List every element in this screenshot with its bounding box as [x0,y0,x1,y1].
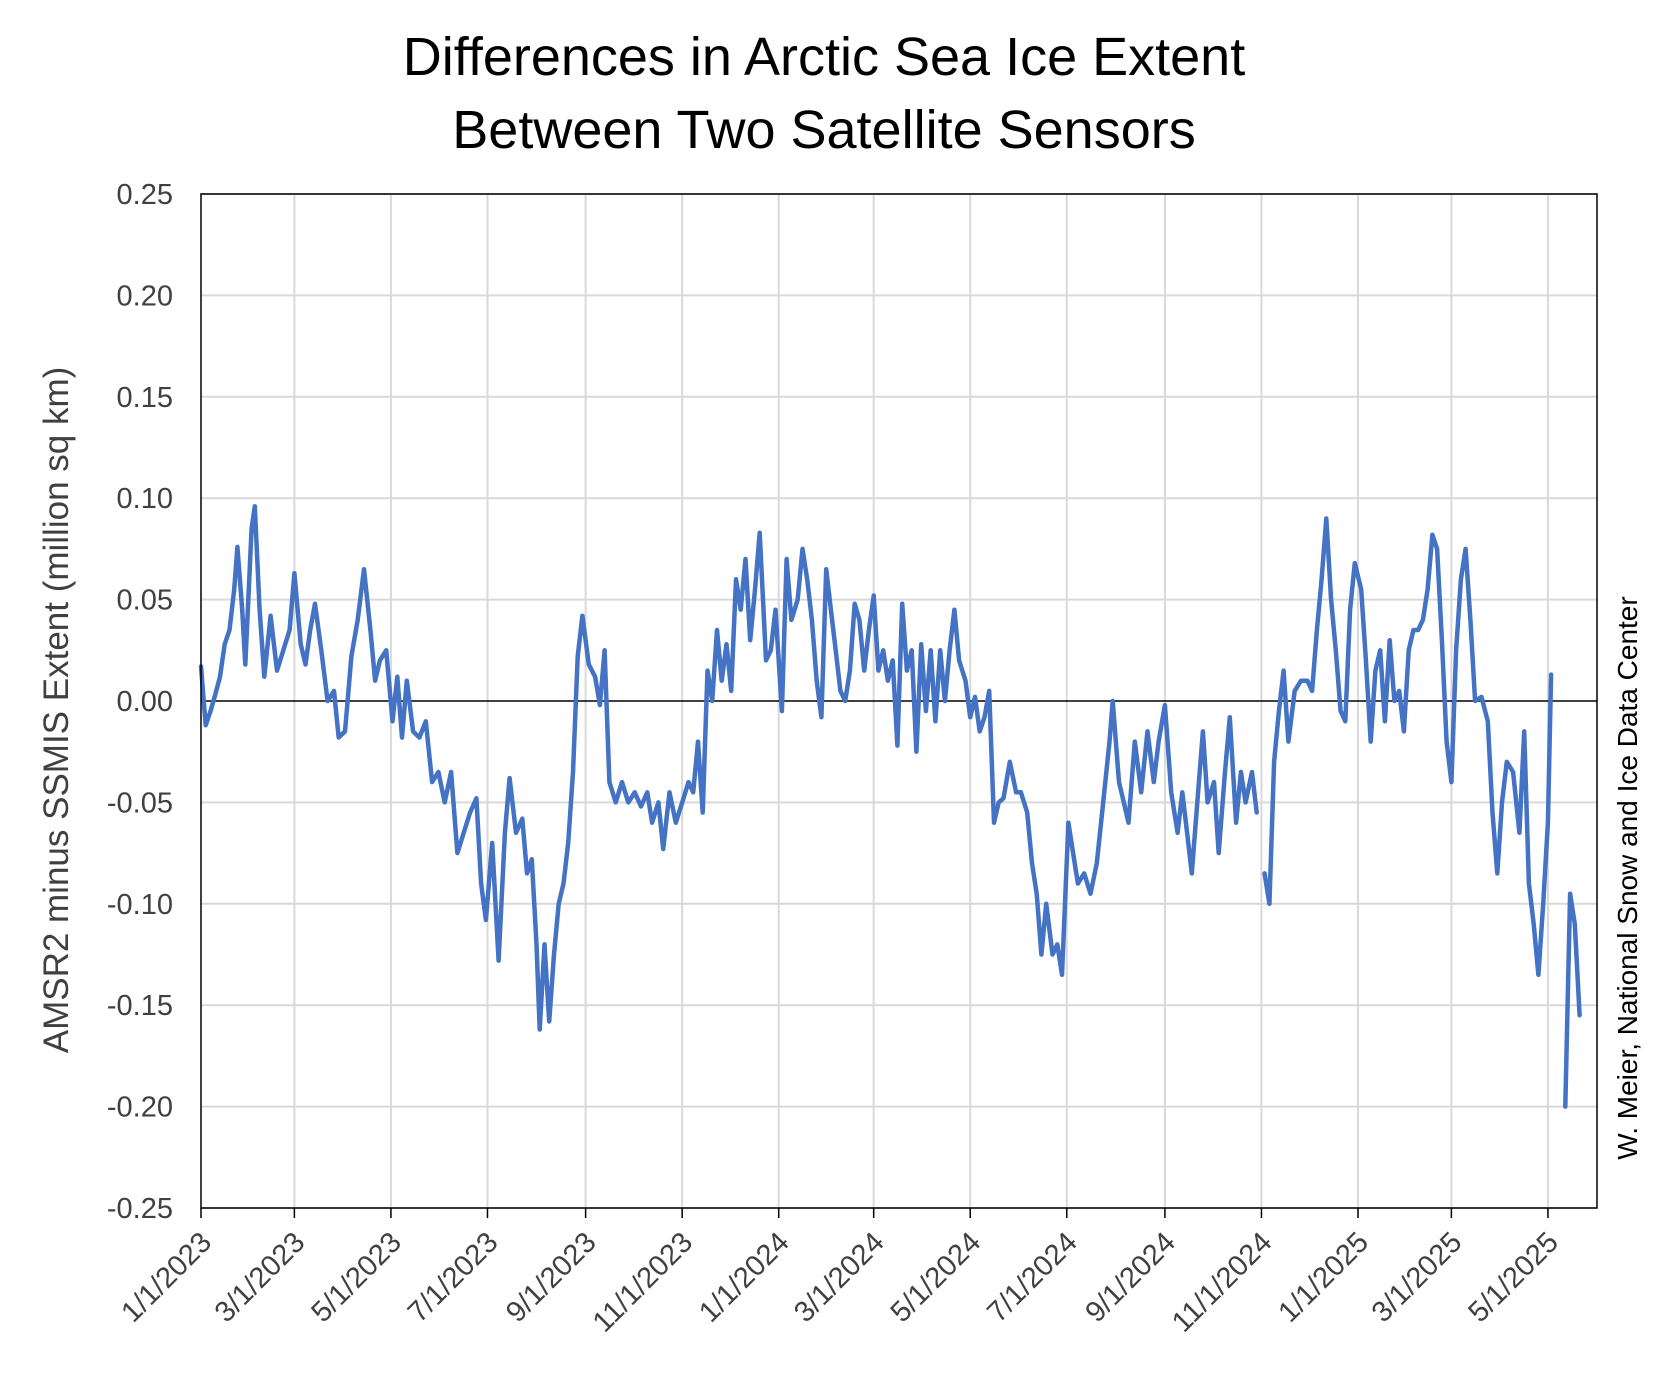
x-tick-label: 3/1/2023 [209,1226,311,1328]
x-tick-label: 7/1/2023 [402,1226,504,1328]
x-axis-ticks: 1/1/20233/1/20235/1/20237/1/20239/1/2023… [115,1208,1565,1339]
y-tick-label: -0.05 [107,787,173,819]
credit-label: W. Meier, National Snow and Ice Data Cen… [1612,596,1643,1159]
x-tick-label: 3/1/2025 [1366,1226,1468,1328]
x-tick-label: 1/1/2025 [1272,1226,1374,1328]
y-tick-label: 0.25 [117,179,173,211]
x-tick-label: 11/1/2024 [1166,1226,1278,1338]
x-tick-label: 9/1/2023 [500,1226,602,1328]
chart-title-line-1: Differences in Arctic Sea Ice Extent [403,27,1245,87]
series-line-segment [1563,891,1582,1109]
x-tick-label: 5/1/2023 [305,1226,407,1328]
y-tick-label: 0.10 [117,483,173,515]
y-tick-label: -0.10 [107,889,173,921]
y-axis-label: AMSR2 minus SSMIS Extent (million sq km) [37,367,76,1054]
y-axis-ticks: 0.25 0.20 0.15 0.10 0.05 0.00 -0.05 -0.10 -0.15 -… [107,179,173,1225]
x-tick-label: 1/1/2024 [693,1226,795,1328]
y-tick-label: 0.00 [117,686,173,718]
y-tick-label: -0.20 [107,1092,173,1124]
x-tick-label: 3/1/2024 [788,1226,890,1328]
y-tick-label: 0.05 [117,585,173,617]
x-tick-label: 5/1/2024 [885,1226,987,1328]
x-tick-label: 5/1/2025 [1462,1226,1564,1328]
y-tick-label: 0.15 [117,382,173,414]
x-tick-label: 11/1/2023 [587,1226,699,1338]
y-tick-label: -0.15 [107,990,173,1022]
y-tick-label: -0.25 [107,1193,173,1225]
plot-area-frame [200,193,1598,1209]
x-tick-label: 9/1/2024 [1079,1226,1181,1328]
series-line-segment [1262,516,1554,978]
data-series [198,504,1582,1109]
x-tick-label: 7/1/2024 [981,1226,1083,1328]
chart-title-line-2: Between Two Satellite Sensors [452,100,1195,160]
series-line-segment [198,504,1259,1032]
y-tick-label: 0.20 [117,280,173,312]
x-tick-label: 1/1/2023 [115,1226,217,1328]
